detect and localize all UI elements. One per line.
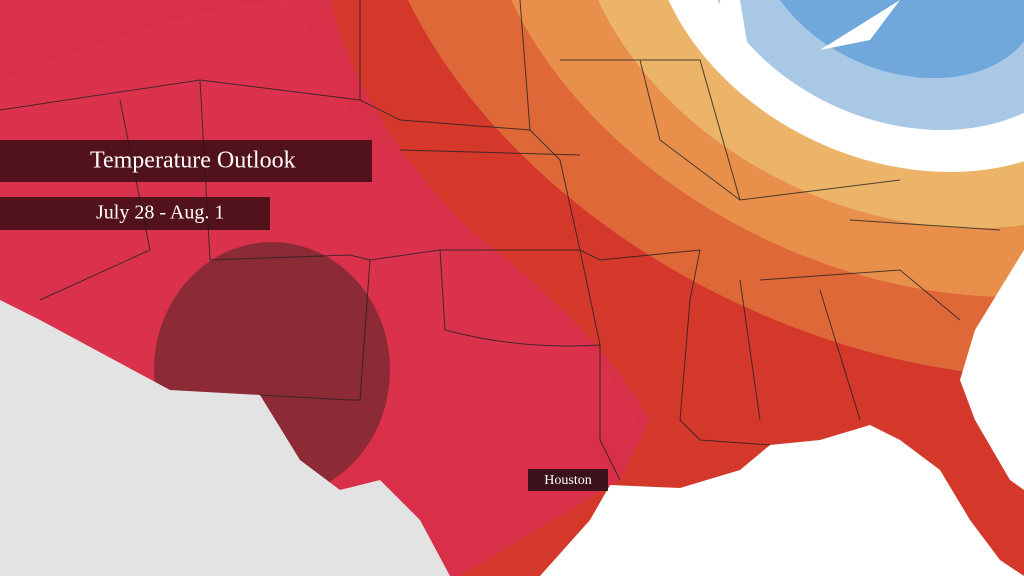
- atlantic: [960, 250, 1024, 490]
- state-borders: [0, 0, 1001, 481]
- dates: July 28 - Aug. 1: [96, 202, 224, 224]
- title-box: [0, 140, 372, 182]
- mexico: [0, 300, 450, 576]
- band: [574, 0, 1024, 229]
- outlook-bands: [367, 0, 1024, 378]
- west-region-light: [0, 0, 640, 430]
- band: [480, 0, 1024, 297]
- dates-box: [0, 197, 270, 230]
- city-box: [528, 469, 608, 491]
- lakes: [720, 0, 900, 75]
- city-label: Houston: [544, 473, 591, 488]
- band: [756, 0, 1024, 79]
- title: Temperature Outlook: [90, 148, 296, 174]
- gulf: [540, 425, 1024, 576]
- band: [367, 0, 1024, 378]
